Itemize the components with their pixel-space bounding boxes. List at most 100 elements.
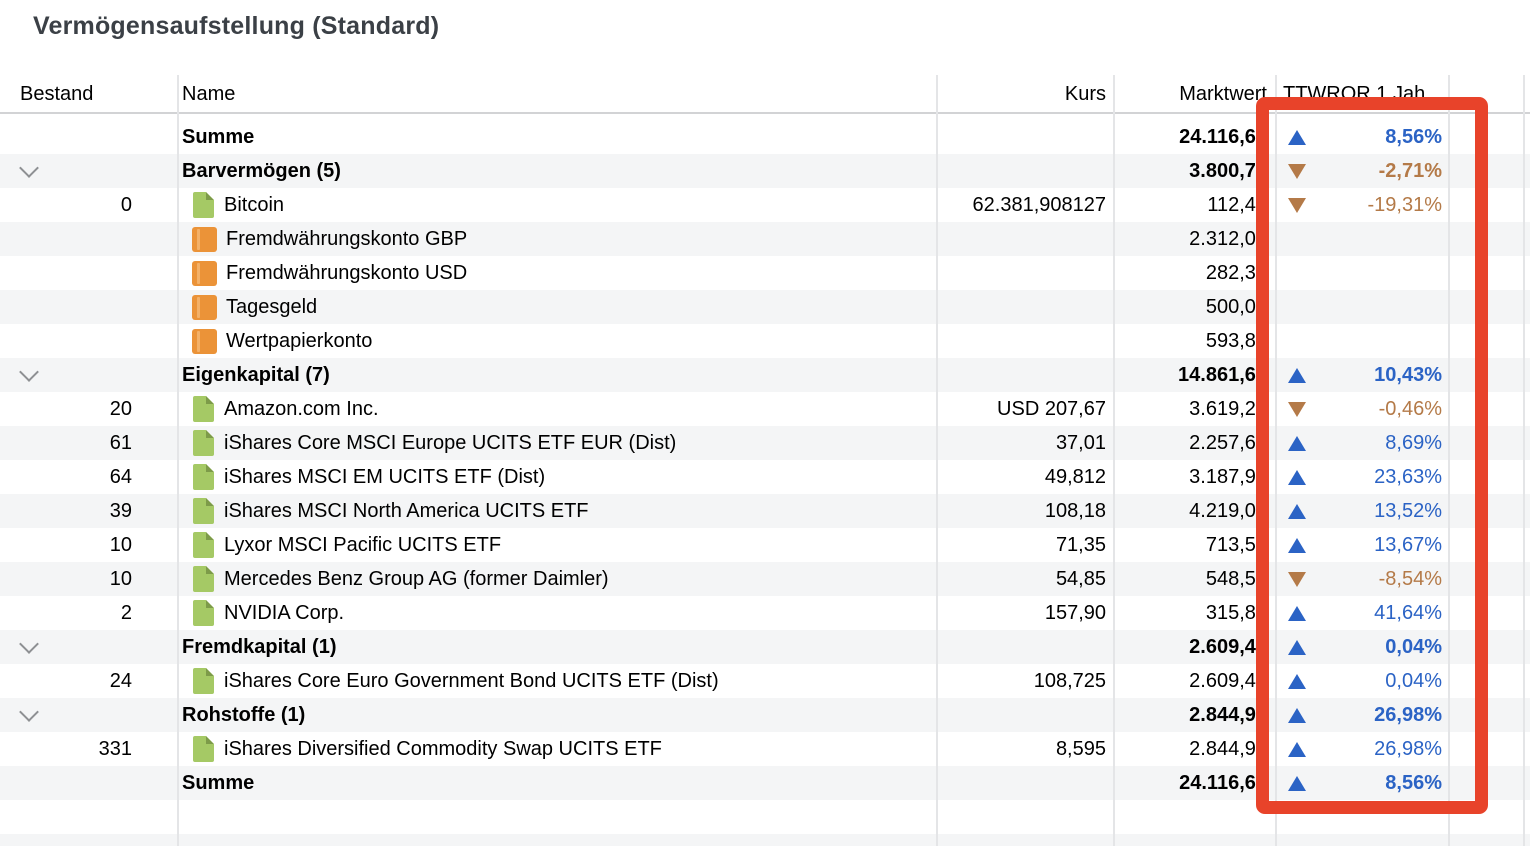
kurs-cell bbox=[936, 324, 1113, 358]
extra-cell bbox=[1448, 120, 1530, 154]
column-divider bbox=[1275, 75, 1277, 846]
column-header-ttwror[interactable]: TTWROR 1 Jah bbox=[1283, 83, 1426, 105]
up-triangle-icon bbox=[1288, 639, 1306, 655]
name-cell: Bitcoin bbox=[177, 188, 936, 222]
ttwror-value: -2,71% bbox=[1378, 160, 1442, 182]
empty-row bbox=[0, 800, 1530, 834]
extra-cell bbox=[1448, 630, 1530, 664]
name-label: Amazon.com Inc. bbox=[224, 398, 379, 420]
kurs-cell bbox=[936, 256, 1113, 290]
name-label: Barvermögen (5) bbox=[182, 160, 341, 182]
table-row[interactable]: Barvermögen (5) 3.800,78 -2,71% bbox=[0, 154, 1530, 188]
extra-cell bbox=[1448, 596, 1530, 630]
ttwror-cell: 23,63% bbox=[1275, 460, 1448, 494]
table-row[interactable]: Eigenkapital (7) 14.861,61 10,43% bbox=[0, 358, 1530, 392]
ttwror-cell: 8,56% bbox=[1275, 120, 1448, 154]
table-row[interactable]: Summe 24.116,60 8,56% bbox=[0, 766, 1530, 800]
table-row[interactable]: 10 Mercedes Benz Group AG (former Daimler… bbox=[0, 562, 1530, 596]
up-triangle-icon bbox=[1288, 367, 1306, 383]
bestand-cell: 331 bbox=[0, 732, 177, 766]
extra-cell bbox=[1448, 562, 1530, 596]
extra-cell bbox=[1448, 698, 1530, 732]
name-label: Mercedes Benz Group AG (former Daimler) bbox=[224, 568, 609, 590]
marktwert-cell: 2.844,95 bbox=[1189, 738, 1267, 760]
ttwror-cell: 13,67% bbox=[1275, 528, 1448, 562]
table-row[interactable]: 331 iShares Diversified Commodity Swap UC… bbox=[0, 732, 1530, 766]
bestand-cell bbox=[0, 324, 177, 358]
column-header-bestand[interactable]: Bestand bbox=[20, 83, 94, 105]
chevron-down-icon[interactable] bbox=[19, 702, 39, 722]
extra-cell bbox=[1448, 766, 1530, 800]
bestand-cell: 64 bbox=[0, 460, 177, 494]
name-label: Fremdwährungskonto GBP bbox=[226, 228, 468, 250]
kurs-cell: 49,812 bbox=[1044, 466, 1106, 488]
ttwror-value: -8,54% bbox=[1378, 568, 1442, 590]
bestand-cell: 24 bbox=[0, 664, 177, 698]
security-icon bbox=[193, 498, 214, 524]
kurs-cell: 108,725 bbox=[1033, 670, 1106, 692]
bestand-value: 39 bbox=[109, 500, 132, 522]
table-row[interactable]: 64 iShares MSCI EM UCITS ETF (Dist) 49,812… bbox=[0, 460, 1530, 494]
table-row[interactable]: 39 iShares MSCI North America UCITS ETF 10… bbox=[0, 494, 1530, 528]
table-row[interactable]: 61 iShares Core MSCI Europe UCITS ETF EUR… bbox=[0, 426, 1530, 460]
kurs-cell: 71,35 bbox=[1055, 534, 1106, 556]
ttwror-cell: 10,43% bbox=[1275, 358, 1448, 392]
table-row[interactable]: Wertpapierkonto 593,87 bbox=[0, 324, 1530, 358]
down-triangle-icon bbox=[1288, 197, 1306, 213]
table-row[interactable]: Rohstoffe (1) 2.844,95 26,98% bbox=[0, 698, 1530, 732]
extra-cell bbox=[1448, 324, 1530, 358]
table-row[interactable]: Fremdkapital (1) 2.609,40 0,04% bbox=[0, 630, 1530, 664]
column-header-kurs[interactable]: Kurs bbox=[1064, 83, 1106, 105]
account-icon bbox=[192, 294, 217, 320]
table-row[interactable]: Fremdwährungskonto USD 282,38 bbox=[0, 256, 1530, 290]
table-row[interactable]: 10 Lyxor MSCI Pacific UCITS ETF 71,35 713,5… bbox=[0, 528, 1530, 562]
name-cell: Amazon.com Inc. bbox=[177, 392, 936, 426]
extra-cell bbox=[1448, 664, 1530, 698]
marktwert-cell: 282,38 bbox=[1205, 262, 1267, 284]
extra-cell bbox=[1448, 392, 1530, 426]
table-row[interactable]: 0 Bitcoin 62.381,908127 112,47 -19,31% bbox=[0, 188, 1530, 222]
name-label: Eigenkapital (7) bbox=[182, 364, 330, 386]
name-cell: NVIDIA Corp. bbox=[177, 596, 936, 630]
extra-cell bbox=[1448, 222, 1530, 256]
bestand-cell: 20 bbox=[0, 392, 177, 426]
chevron-down-icon[interactable] bbox=[19, 362, 39, 382]
kurs-cell: USD 207,67 bbox=[997, 398, 1106, 420]
column-header-marktwert[interactable]: Marktwert bbox=[1179, 83, 1267, 105]
table-row[interactable]: 24 iShares Core Euro Government Bond UCIT… bbox=[0, 664, 1530, 698]
name-label: Tagesgeld bbox=[226, 296, 318, 318]
down-triangle-icon bbox=[1288, 571, 1306, 587]
name-label: iShares Core Euro Government Bond UCITS … bbox=[224, 670, 719, 692]
name-cell: iShares Core MSCI Europe UCITS ETF EUR (… bbox=[177, 426, 936, 460]
kurs-cell bbox=[936, 630, 1113, 664]
marktwert-cell: 593,87 bbox=[1205, 330, 1267, 352]
bestand-cell: 10 bbox=[0, 528, 177, 562]
down-triangle-icon bbox=[1288, 401, 1306, 417]
table-row[interactable]: Summe 24.116,60 8,56% bbox=[0, 120, 1530, 154]
name-cell: iShares MSCI North America UCITS ETF bbox=[177, 494, 936, 528]
extra-cell bbox=[1448, 188, 1530, 222]
table-row[interactable]: 2 NVIDIA Corp. 157,90 315,80 41,64% bbox=[0, 596, 1530, 630]
chevron-down-icon[interactable] bbox=[19, 158, 39, 178]
chevron-down-icon[interactable] bbox=[19, 634, 39, 654]
table-row[interactable]: Fremdwährungskonto GBP 2.312,06 bbox=[0, 222, 1530, 256]
kurs-cell bbox=[936, 358, 1113, 392]
name-label: Summe bbox=[182, 126, 255, 148]
marktwert-cell: 500,00 bbox=[1205, 296, 1267, 318]
name-cell: Rohstoffe (1) bbox=[177, 698, 936, 732]
ttwror-value: 13,52% bbox=[1374, 500, 1442, 522]
security-icon bbox=[193, 566, 214, 592]
column-divider bbox=[177, 75, 179, 846]
column-header-name[interactable]: Name bbox=[182, 83, 236, 105]
kurs-cell bbox=[936, 222, 1113, 256]
name-cell: iShares Diversified Commodity Swap UCITS… bbox=[177, 732, 936, 766]
table-row[interactable]: 20 Amazon.com Inc. USD 207,67 3.619,21 -0,46… bbox=[0, 392, 1530, 426]
bestand-cell: 10 bbox=[0, 562, 177, 596]
ttwror-value: 26,98% bbox=[1374, 704, 1442, 726]
kurs-cell: 54,85 bbox=[1055, 568, 1106, 590]
ttwror-cell bbox=[1275, 222, 1448, 256]
up-triangle-icon bbox=[1288, 605, 1306, 621]
account-icon bbox=[192, 260, 217, 286]
table-row[interactable]: Tagesgeld 500,00 bbox=[0, 290, 1530, 324]
name-cell: Summe bbox=[177, 766, 936, 800]
